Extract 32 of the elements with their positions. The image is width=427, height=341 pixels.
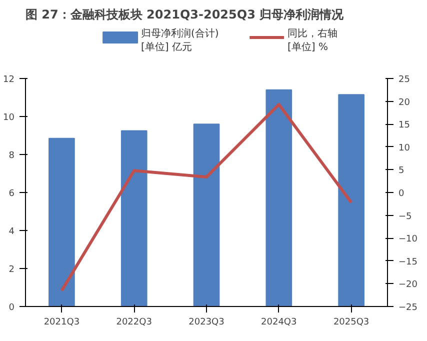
x-tick-label: 2022Q3 (116, 318, 152, 328)
y-tick-label: 6 (8, 189, 15, 199)
y2-tick-label: 25 (398, 75, 410, 85)
legend-label: 同比，右轴 [单位] % (288, 28, 338, 53)
bar (120, 130, 148, 306)
y-tick-label: 12 (3, 75, 14, 85)
y-tick-label: 2 (8, 265, 15, 275)
x-tick-label: 2021Q3 (44, 318, 80, 328)
y-tick-label: 8 (8, 151, 15, 161)
y2-tick-label: −10 (398, 234, 418, 245)
bar (338, 94, 364, 306)
y2-tick-label: 0 (398, 189, 404, 199)
x-tick-label: 2025Q3 (333, 318, 370, 328)
y-tick-label: 10 (3, 113, 15, 123)
y-tick-label: 4 (8, 227, 15, 237)
bar (266, 89, 292, 306)
y2-tick-label: −20 (398, 280, 418, 290)
y2-tick-label: −25 (398, 303, 418, 313)
y2-tick-label: 20 (398, 98, 410, 108)
x-tick-label: 2024Q3 (261, 318, 297, 328)
y2-tick-label: −15 (398, 257, 418, 268)
y-tick-label: 0 (8, 303, 15, 313)
y2-tick-label: 10 (398, 143, 410, 154)
y2-tick-label: 5 (398, 166, 404, 176)
chart-title: 图 27：金融科技板块 2021Q3-2025Q3 归母净利润情况 (26, 8, 345, 22)
bar (48, 138, 75, 306)
bar (193, 124, 220, 306)
y2-tick-label: −5 (398, 212, 412, 222)
y2-tick-label: 15 (398, 120, 410, 131)
line-series (60, 102, 353, 292)
x-tick-label: 2023Q3 (188, 318, 224, 328)
legend-label: 归母净利润(合计) [单位] 亿元 (140, 28, 219, 53)
